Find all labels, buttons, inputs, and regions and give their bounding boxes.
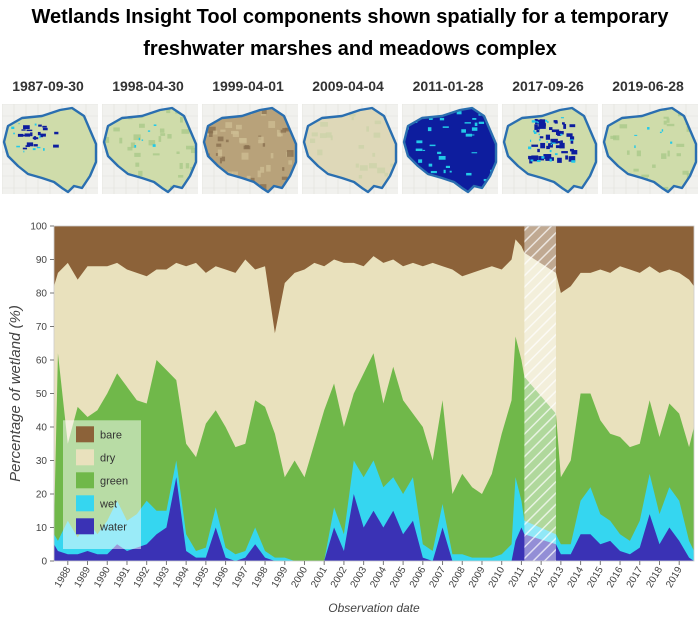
- thumbnail-date: 2011-01-28: [412, 78, 484, 94]
- x-tick-label: 1993: [151, 565, 172, 590]
- x-tick-label: 2005: [388, 565, 409, 590]
- thumbnail-date: 1999-04-01: [212, 78, 284, 94]
- thumbnail-map: [402, 104, 498, 194]
- thumbnail-map: [602, 104, 698, 194]
- thumbnail-map: [502, 104, 598, 194]
- thumbnail-date: 2019-06-28: [612, 78, 684, 94]
- thumbnail-date: 2017-09-26: [512, 78, 584, 94]
- thumbnail-date: 1998-04-30: [112, 78, 184, 94]
- legend-swatch-bare: [76, 426, 94, 443]
- legend-label-bare: bare: [100, 429, 122, 441]
- y-tick-label: 40: [36, 423, 48, 434]
- x-axis-title: Observation date: [328, 601, 420, 615]
- y-axis-title: Percentage of wetland (%): [7, 305, 24, 482]
- legend-label-green: green: [100, 475, 128, 487]
- x-tick-label: 2013: [546, 565, 567, 590]
- y-tick-label: 60: [36, 356, 48, 367]
- x-tick-label: 1991: [112, 565, 133, 590]
- legend-label-dry: dry: [100, 452, 116, 464]
- thumbnail-date: 1987-09-30: [12, 78, 84, 94]
- x-tick-label: 2011: [507, 565, 527, 590]
- x-tick-label: 2002: [329, 565, 350, 590]
- x-tick-label: 2006: [408, 565, 429, 590]
- x-tick-label: 2003: [349, 565, 370, 590]
- legend-swatch-green: [76, 472, 94, 489]
- x-tick-label: 2016: [605, 565, 626, 590]
- x-tick-label: 2000: [289, 565, 310, 590]
- y-tick-label: 30: [36, 456, 48, 467]
- x-tick-label: 2010: [487, 565, 508, 590]
- legend-swatch-dry: [76, 449, 94, 466]
- x-tick-label: 2018: [644, 565, 665, 590]
- thumbnail-map: [102, 104, 198, 194]
- x-tick-label: 2012: [526, 565, 547, 590]
- y-tick-label: 90: [36, 255, 48, 266]
- thumbnail-strip: 1987-09-30 1998-04-30 1999-04-01 2009-04-04…: [0, 78, 700, 218]
- x-tick-label: 1994: [171, 565, 192, 590]
- chart-title-line-1: Wetlands Insight Tool components shown s…: [31, 6, 669, 28]
- legend: bare dry green wet water: [63, 420, 141, 549]
- x-tick-label: 2008: [447, 565, 468, 590]
- x-tick-label: 2014: [566, 565, 587, 590]
- x-tick-label: 2017: [625, 565, 646, 590]
- thumbnail-map: [2, 104, 98, 194]
- x-tick-label: 1999: [270, 565, 291, 590]
- x-tick-label: 2009: [467, 565, 488, 590]
- x-tick-label: 1988: [53, 565, 74, 590]
- x-tick-label: 2007: [427, 565, 448, 590]
- thumbnail-map: [302, 104, 398, 194]
- thumbnail-date: 2009-04-04: [312, 78, 384, 94]
- x-tick-label: 2019: [664, 565, 685, 590]
- x-tick-label: 1989: [72, 565, 93, 590]
- y-tick-label: 0: [41, 557, 47, 568]
- legend-label-wet: wet: [99, 498, 117, 510]
- y-tick-label: 20: [36, 490, 48, 501]
- x-tick-label: 1992: [132, 565, 153, 590]
- chart-title-line-2: freshwater marshes and meadows complex: [143, 38, 557, 60]
- legend-swatch-water: [76, 518, 94, 535]
- x-tick-label: 1995: [191, 565, 212, 590]
- y-tick-label: 70: [36, 322, 48, 333]
- x-tick-label: 2015: [585, 565, 606, 590]
- x-tick-label: 2004: [368, 565, 389, 590]
- y-tick-label: 10: [36, 523, 48, 534]
- legend-swatch-wet: [76, 495, 94, 512]
- y-tick-label: 100: [30, 222, 47, 233]
- data-gap-hatch: [524, 226, 556, 561]
- x-tick-label: 1996: [211, 565, 232, 590]
- thumbnail-map: [202, 104, 298, 194]
- x-tick-label: 1997: [230, 565, 251, 590]
- y-tick-label: 50: [36, 389, 48, 400]
- x-tick-label: 1990: [92, 565, 113, 590]
- legend-label-water: water: [99, 521, 127, 533]
- x-tick-label: 2001: [309, 565, 330, 590]
- y-tick-label: 80: [36, 289, 48, 300]
- x-tick-label: 1998: [250, 565, 271, 590]
